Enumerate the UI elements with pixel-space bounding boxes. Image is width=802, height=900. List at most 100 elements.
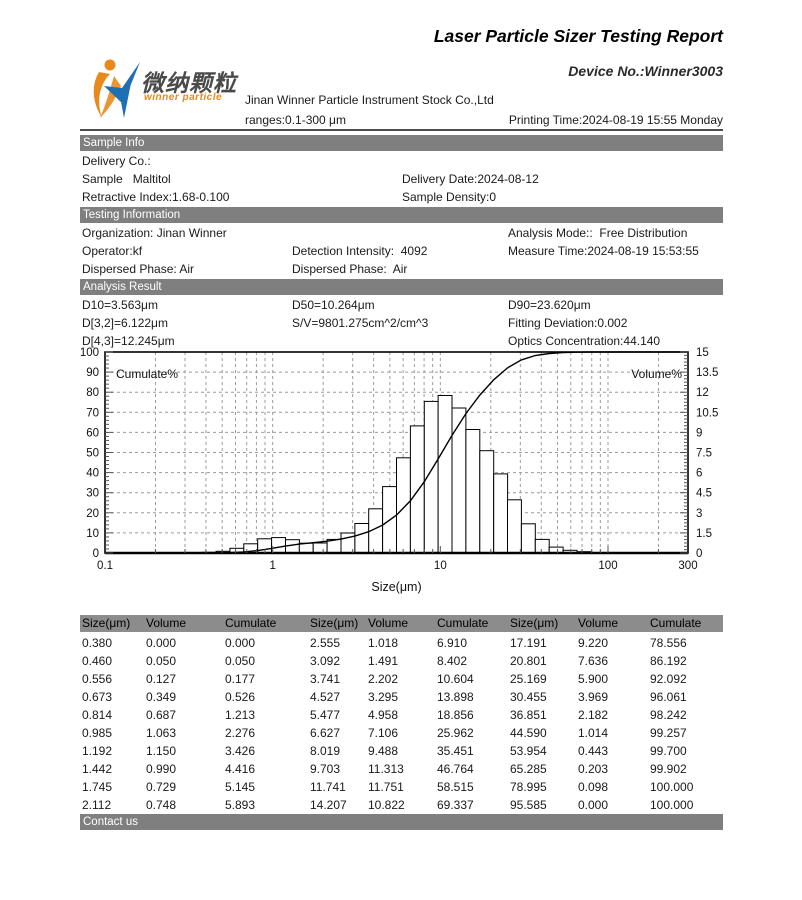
svg-text:40: 40 [86,468,99,480]
ranges-text: ranges:0.1-300 μm [245,113,346,127]
logo-english-text: winner particle [144,92,223,103]
section-sample-info: Sample Info [80,135,723,151]
table-cell: 0.380 [82,636,113,650]
d43-value: D[4,3]=12.245μm [82,334,175,348]
table-cell: 99.902 [650,762,687,776]
table-cell: 0.127 [146,672,177,686]
table-cell: 44.590 [510,726,547,740]
svg-text:10.5: 10.5 [696,407,718,419]
section-contact-us: Contact us [80,814,723,830]
svg-text:3: 3 [696,508,702,520]
table-cell: 99.700 [650,744,687,758]
svg-text:300: 300 [678,560,697,572]
table-cell: 14.207 [310,798,347,812]
table-cell: 5.145 [225,780,256,794]
svg-text:0: 0 [696,548,702,560]
table-cell: 36.851 [510,708,547,722]
svg-text:10: 10 [434,560,447,572]
svg-text:13.5: 13.5 [696,367,718,379]
svg-text:0.1: 0.1 [97,560,113,572]
table-cell: 7.106 [368,726,399,740]
table-cell: 2.555 [310,636,341,650]
table-cell: 8.019 [310,744,341,758]
device-number: Device No.:Winner3003 [568,63,723,79]
x-axis-label: Size(μm) [371,580,421,594]
table-cell: 53.954 [510,744,547,758]
section-testing-information: Testing Information [80,207,723,223]
optics-concentration: Optics Concentration:44.140 [508,334,661,348]
table-cell: 4.416 [225,762,256,776]
sample-density: Sample Density:0 [402,190,497,204]
fitting-deviation: Fitting Deviation:0.002 [508,316,628,330]
table-cell: 0.673 [82,690,113,704]
table-cell: 10.822 [368,798,405,812]
table-cell: 0.000 [578,798,609,812]
table-cell: 0.556 [82,672,113,686]
table-cell: 1.192 [82,744,113,758]
svg-text:60: 60 [86,427,99,439]
table-cell: 6.627 [310,726,341,740]
table-cell: 99.257 [650,726,687,740]
table-cell: 1.491 [368,654,399,668]
table-header-cell: Size(μm) [508,615,576,632]
table-cell: 0.443 [578,744,609,758]
table-cell: 0.526 [225,690,256,704]
table-header-cell: Cumulate [435,615,508,632]
svg-text:30: 30 [86,488,99,500]
contact-details-faint [80,836,723,886]
table-cell: 25.962 [437,726,474,740]
header-separator [80,129,723,131]
organization: Organization: Jinan Winner [82,226,227,240]
table-header-cell: Volume [576,615,648,632]
svg-text:6: 6 [696,468,702,480]
table-cell: 0.748 [146,798,177,812]
table-cell: 25.169 [510,672,547,686]
measure-time: Measure Time:2024-08-19 15:53:55 [508,244,699,258]
table-cell: 11.751 [368,780,404,794]
table-cell: 1.150 [146,744,177,758]
table-cell: 0.177 [225,672,256,686]
analysis-mode: Analysis Mode:: Free Distribution [508,226,688,240]
operator: Operator:kf [82,244,143,258]
svg-text:15: 15 [696,347,709,359]
table-cell: 3.741 [310,672,341,686]
table-header-cell: Cumulate [648,615,723,632]
d50-value: D50=10.264μm [292,298,375,312]
table-header-cell: Size(μm) [308,615,366,632]
table-cell: 2.276 [225,726,256,740]
table-cell: 6.910 [437,636,468,650]
table-header-row: Size(μm) Volume Cumulate Size(μm) Volume Cumu… [80,615,723,632]
d32-value: D[3,2]=6.122μm [82,316,168,330]
svg-text:90: 90 [86,367,99,379]
svg-text:20: 20 [86,508,99,520]
table-cell: 18.856 [437,708,474,722]
svg-text:10: 10 [86,528,99,540]
distribution-chart-svg: 0 10 20 30 40 50 60 70 80 90 100 0 1.5 3 4.5 6 7.5 9 10.5 1… [80,347,719,594]
svg-text:1.5: 1.5 [696,528,712,540]
cumulate-curve [202,351,688,554]
table-cell: 13.898 [437,690,474,704]
table-cell: 0.729 [146,780,177,794]
table-header-cell: Cumulate [223,615,308,632]
table-cell: 0.460 [82,654,113,668]
table-cell: 86.192 [650,654,687,668]
company-name: Jinan Winner Particle Instrument Stock C… [245,93,494,107]
table-cell: 20.801 [510,654,547,668]
table-cell: 1.018 [368,636,399,650]
dispersed-phase-1: Dispersed Phase: Air [82,262,195,276]
table-cell: 10.604 [437,672,474,686]
svg-text:0: 0 [93,548,99,560]
table-cell: 0.050 [225,654,256,668]
winner-logo-icon [93,59,140,118]
table-cell: 96.061 [650,690,687,704]
table-cell: 98.242 [650,708,687,722]
table-cell: 9.220 [578,636,609,650]
table-cell: 9.703 [310,762,341,776]
svg-text:80: 80 [86,387,99,399]
table-header-cell: Volume [366,615,435,632]
svg-text:100: 100 [598,560,617,572]
volume-histogram-bars [201,395,592,554]
table-cell: 35.451 [437,744,474,758]
chart-gridlines [105,352,688,553]
